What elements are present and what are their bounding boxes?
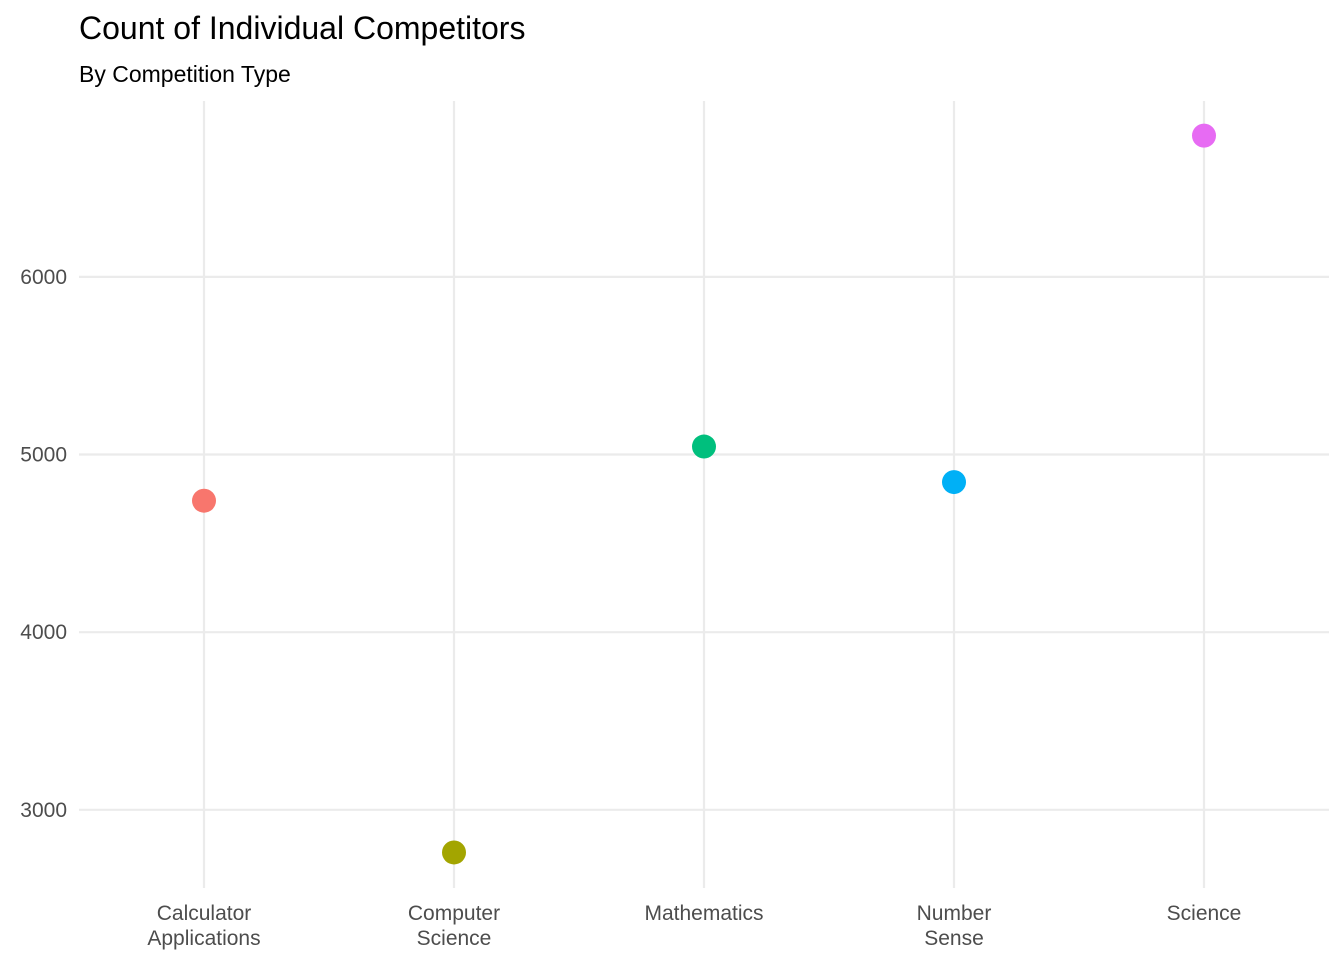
data-point — [442, 840, 466, 865]
x-tick-label-line: Mathematics — [644, 902, 763, 925]
x-tick-label-line: Sense — [924, 927, 984, 950]
gridlines — [79, 101, 1329, 888]
x-tick-label-line: Science — [417, 927, 492, 950]
x-tick-label-line: Science — [1167, 902, 1242, 925]
x-tick-label-line: Computer — [408, 902, 500, 925]
data-point — [192, 488, 216, 513]
y-tick-label: 3000 — [20, 799, 67, 822]
chart-subtitle: By Competition Type — [79, 61, 291, 87]
x-tick-label-line: Applications — [147, 927, 260, 950]
chart-title: Count of Individual Competitors — [79, 10, 526, 46]
x-tick-label: Science — [1167, 902, 1242, 925]
y-tick-label: 5000 — [20, 444, 67, 467]
x-tick-label: Calculator Applications — [147, 902, 260, 950]
data-point — [692, 434, 716, 459]
data-point — [942, 470, 966, 495]
data-point — [1192, 123, 1216, 148]
x-tick-label-line: Number — [917, 902, 992, 925]
x-tick-label: Computer Science — [408, 902, 500, 950]
y-axis-tick-labels: 3000 4000 5000 6000 — [20, 266, 67, 822]
y-tick-label: 6000 — [20, 266, 67, 289]
data-points — [192, 123, 1216, 865]
x-tick-label-line: Calculator — [157, 902, 252, 925]
y-tick-label: 4000 — [20, 621, 67, 644]
x-tick-label: Number Sense — [917, 902, 992, 950]
x-tick-label: Mathematics — [644, 902, 763, 925]
